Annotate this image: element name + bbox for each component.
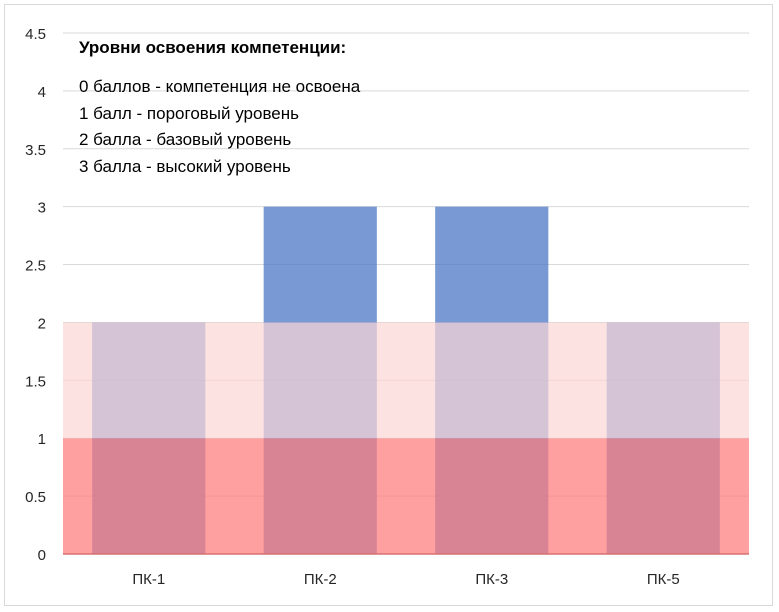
y-tick-label: 4.5 [25,26,46,43]
level-band-0 [63,438,749,554]
y-tick-label: 1.5 [25,373,46,390]
annotation-title: Уровни освоения компетенции: [79,38,346,57]
level-band-1 [63,322,749,439]
y-tick-label: 0.5 [25,489,46,506]
y-tick-label: 0 [38,547,46,564]
y-tick-label: 3.5 [25,142,46,159]
x-tick-label: ПК-2 [304,571,337,588]
y-tick-label: 2.5 [25,258,46,275]
level-bands [63,322,749,554]
axes: 0 0.5 1 1.5 2 2.5 3 3.5 4 4.5 ПК-1 ПК-2 ПК-3 ПК-5 [25,26,749,588]
y-tick-label: 2 [38,315,46,332]
annotation-line-3: 3 балла - высокий уровень [79,157,291,176]
levels-annotation: Уровни освоения компетенции: 0 баллов - … [79,38,361,176]
y-tick-label: 4 [38,84,46,101]
annotation-line-1: 1 балл - пороговый уровень [79,104,299,123]
annotation-line-2: 2 балла - базовый уровень [79,130,291,149]
x-tick-label: ПК-3 [475,571,508,588]
y-tick-label: 3 [38,200,46,217]
x-tick-label: ПК-1 [132,571,165,588]
annotation-line-0: 0 баллов - компетенция не освоена [79,77,361,96]
y-tick-label: 1 [38,431,46,448]
x-tick-label: ПК-5 [647,571,680,588]
